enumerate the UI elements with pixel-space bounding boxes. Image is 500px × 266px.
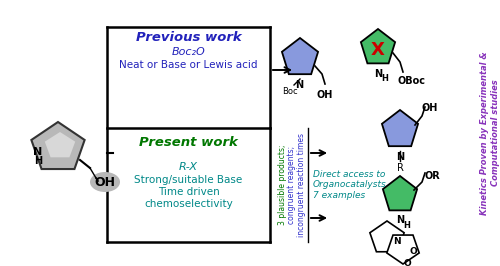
Text: R-X: R-X [179, 162, 198, 172]
Text: Strong/suitable Base: Strong/suitable Base [134, 175, 242, 185]
Text: N: N [374, 69, 382, 79]
Polygon shape [382, 110, 418, 146]
Polygon shape [45, 132, 75, 157]
Text: Previous work: Previous work [136, 31, 242, 44]
Text: Boc₂O: Boc₂O [172, 47, 205, 57]
Text: OH: OH [422, 103, 438, 113]
Polygon shape [370, 221, 404, 252]
Text: Boc: Boc [282, 87, 298, 96]
Text: chemoselectivity: chemoselectivity [144, 199, 233, 209]
Text: Kinetics Proven by Experimental &
Computational studies: Kinetics Proven by Experimental & Comput… [480, 51, 500, 215]
Text: N: N [393, 236, 401, 246]
Text: H: H [404, 221, 410, 230]
Text: O: O [403, 260, 411, 266]
Text: H: H [382, 74, 388, 83]
Text: 7 examples: 7 examples [313, 191, 365, 200]
Text: Time driven: Time driven [158, 187, 220, 197]
Text: OH: OH [317, 90, 333, 100]
Text: incongruent reaction times: incongruent reaction times [297, 133, 306, 237]
Text: 3 plausible products;: 3 plausible products; [278, 145, 287, 225]
Text: Direct access to: Direct access to [313, 170, 386, 179]
Text: OR: OR [424, 171, 440, 181]
Text: R: R [396, 163, 404, 173]
Text: Organocatalysts: Organocatalysts [313, 180, 387, 189]
Polygon shape [282, 38, 318, 74]
Text: N: N [396, 215, 404, 225]
Text: N: N [396, 152, 404, 162]
Polygon shape [361, 29, 395, 63]
Text: congruent reagents;: congruent reagents; [287, 146, 296, 224]
Text: Neat or Base or Lewis acid: Neat or Base or Lewis acid [120, 60, 258, 70]
Text: OBoc: OBoc [398, 76, 426, 86]
Text: N: N [295, 80, 303, 90]
Text: O: O [409, 247, 417, 256]
Ellipse shape [90, 172, 120, 192]
Text: X: X [371, 41, 385, 59]
Polygon shape [387, 235, 419, 264]
Text: H: H [34, 156, 42, 166]
Polygon shape [383, 176, 417, 210]
Polygon shape [32, 122, 84, 169]
Text: N: N [34, 147, 42, 157]
Text: OH: OH [94, 177, 116, 189]
Text: Present work: Present work [139, 136, 238, 149]
